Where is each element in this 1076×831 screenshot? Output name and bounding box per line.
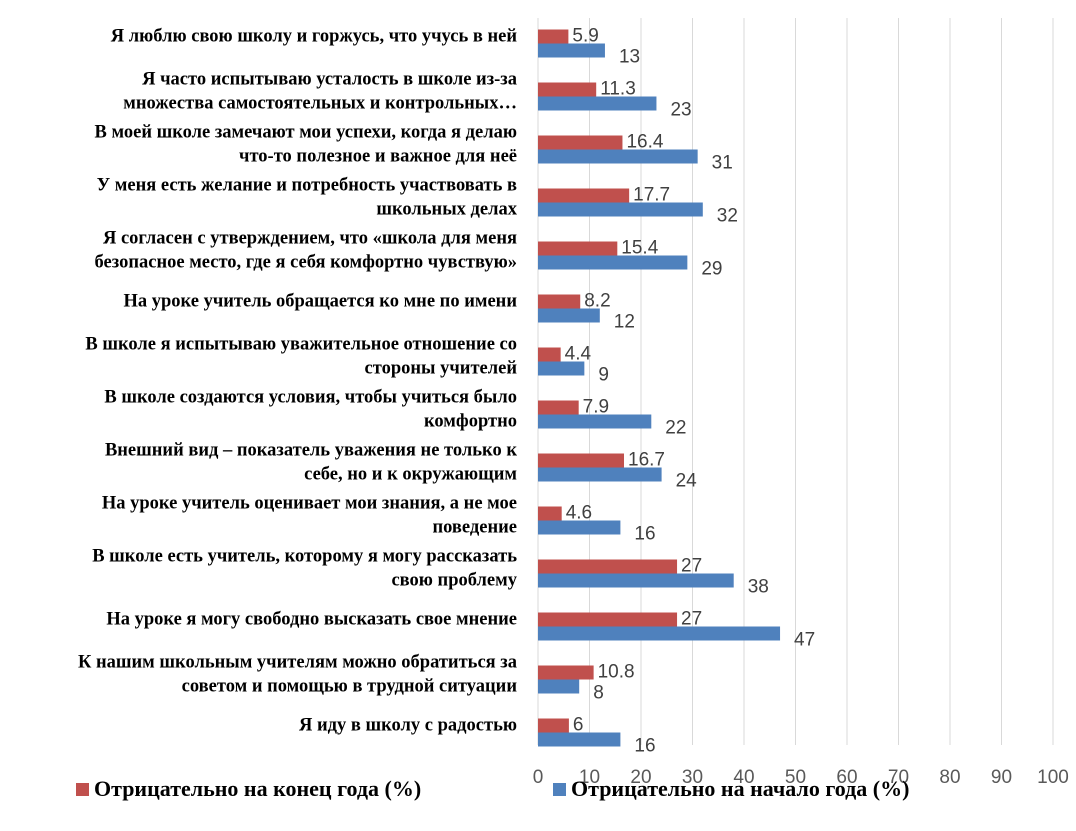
bar-end-of-year	[538, 135, 623, 150]
bar-start-of-year	[538, 679, 580, 694]
data-label-start-of-year: 12	[614, 312, 635, 333]
x-tick-label: 20	[630, 767, 651, 788]
data-label-end-of-year: 4.4	[565, 344, 592, 365]
bar-start-of-year	[538, 361, 585, 376]
data-label-end-of-year: 7.9	[583, 397, 609, 418]
legend-label-end-of-year: Отрицательно на конец года (%)	[94, 776, 422, 801]
category-label: Я иду в школу с радостью	[299, 716, 517, 736]
x-tick-label: 70	[888, 767, 909, 788]
data-label-start-of-year: 13	[619, 47, 640, 68]
legend-label-start-of-year: Отрицательно на начало года (%)	[571, 776, 910, 801]
category-label: На уроке я могу свободно высказать свое …	[106, 610, 517, 630]
data-label-end-of-year: 11.3	[600, 79, 636, 100]
category-label: На уроке учитель оценивает мои знания, а…	[102, 494, 517, 538]
legend-swatch-start-of-year	[553, 782, 566, 796]
bar-start-of-year	[538, 573, 734, 588]
bar-start-of-year	[538, 96, 657, 111]
bar-start-of-year	[538, 626, 781, 641]
data-label-end-of-year: 16.4	[626, 132, 663, 153]
data-label-start-of-year: 32	[717, 206, 738, 227]
category-label: Внешний вид – показатель уважения не тол…	[105, 441, 517, 485]
bar-start-of-year	[538, 308, 600, 323]
bar-start-of-year	[538, 202, 703, 217]
bar-end-of-year	[538, 612, 678, 627]
bar-start-of-year	[538, 732, 621, 747]
category-label: Я люблю свою школу и горжусь, что учусь …	[111, 27, 518, 47]
x-tick-label: 0	[533, 767, 544, 788]
data-label-start-of-year: 23	[670, 100, 691, 121]
x-tick-label: 40	[733, 767, 754, 788]
x-tick-label: 10	[579, 767, 600, 788]
category-label: Я согласен с утверждением, что «школа дл…	[95, 229, 517, 273]
category-label: В школе я испытываю уважительное отношен…	[85, 335, 517, 379]
data-label-start-of-year: 16	[634, 524, 655, 545]
x-tick-label: 80	[939, 767, 960, 788]
category-label: На уроке учитель обращается ко мне по им…	[123, 292, 517, 312]
category-label: У меня есть желание и потребность участв…	[97, 176, 518, 220]
data-label-end-of-year: 17.7	[633, 185, 670, 206]
bar-end-of-year	[538, 188, 630, 203]
bar-start-of-year	[538, 467, 662, 482]
bar-end-of-year	[538, 82, 597, 97]
legend-swatch-end-of-year	[76, 782, 89, 796]
data-label-start-of-year: 16	[634, 736, 655, 757]
bar-start-of-year	[538, 43, 605, 58]
data-label-end-of-year: 8.2	[584, 291, 610, 312]
data-label-end-of-year: 4.6	[566, 503, 592, 524]
legend: Отрицательно на конец года (%) Отрицател…	[0, 776, 1076, 816]
data-label-start-of-year: 8	[593, 683, 604, 704]
bar-end-of-year	[538, 718, 569, 733]
bar-end-of-year	[538, 506, 562, 521]
x-tick-label: 30	[682, 767, 703, 788]
x-tick-label: 90	[991, 767, 1012, 788]
category-label: К нашим школьным учителям можно обратить…	[78, 653, 517, 697]
bar-end-of-year	[538, 347, 561, 362]
data-label-end-of-year: 27	[681, 609, 702, 630]
data-label-start-of-year: 22	[665, 418, 686, 439]
data-label-start-of-year: 24	[676, 471, 698, 492]
data-label-end-of-year: 15.4	[621, 238, 658, 259]
bar-start-of-year	[538, 255, 688, 270]
data-label-start-of-year: 9	[598, 365, 609, 386]
bar-start-of-year	[538, 149, 698, 164]
data-label-end-of-year: 27	[681, 556, 702, 577]
x-tick-label: 100	[1037, 767, 1069, 788]
data-label-end-of-year: 10.8	[598, 662, 635, 683]
data-label-start-of-year: 31	[712, 153, 733, 174]
data-label-start-of-year: 29	[701, 259, 722, 280]
legend-item-start-of-year: Отрицательно на начало года (%)	[553, 776, 909, 802]
bar-end-of-year	[538, 294, 581, 309]
category-label: В школе создаются условия, чтобы учиться…	[104, 388, 517, 432]
data-label-start-of-year: 38	[748, 577, 769, 598]
legend-item-end-of-year: Отрицательно на конец года (%)	[76, 776, 421, 802]
x-tick-label: 50	[785, 767, 806, 788]
data-label-start-of-year: 47	[794, 630, 815, 651]
data-label-end-of-year: 6	[573, 715, 584, 736]
category-label: Я часто испытываю усталость в школе из-з…	[123, 70, 517, 114]
category-label: В школе есть учитель, которому я могу ра…	[92, 547, 518, 591]
bar-end-of-year	[538, 453, 625, 468]
bar-start-of-year	[538, 520, 621, 535]
bar-end-of-year	[538, 400, 579, 415]
bar-end-of-year	[538, 29, 569, 44]
bar-start-of-year	[538, 414, 652, 429]
data-label-end-of-year: 16.7	[628, 450, 665, 471]
x-tick-label: 60	[836, 767, 857, 788]
data-label-end-of-year: 5.9	[572, 26, 598, 47]
bar-end-of-year	[538, 241, 618, 256]
category-label: В моей школе замечают мои успехи, когда …	[95, 123, 517, 167]
bar-end-of-year	[538, 665, 594, 680]
bar-end-of-year	[538, 559, 678, 574]
